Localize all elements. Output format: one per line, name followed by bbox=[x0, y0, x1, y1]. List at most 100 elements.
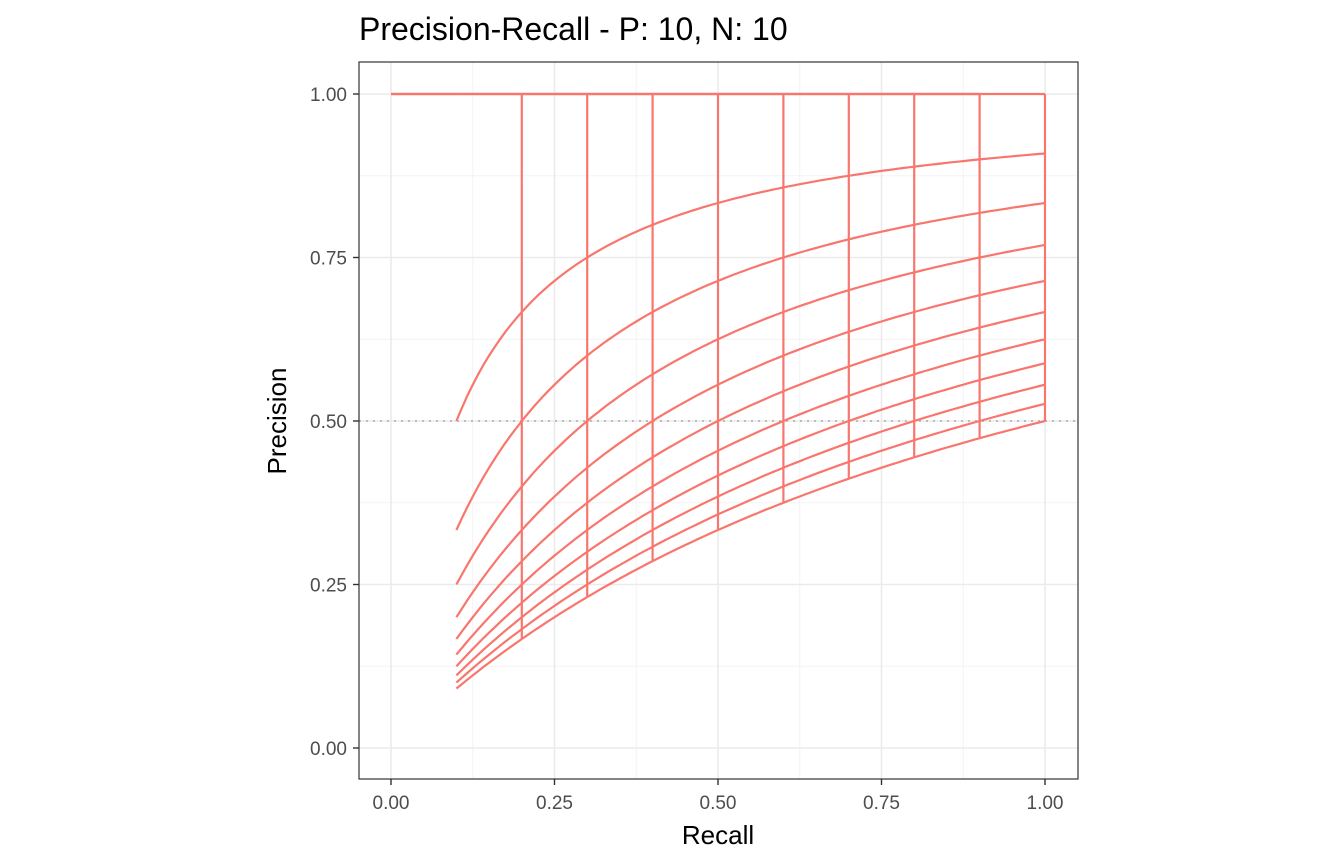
pr-curve-segment bbox=[586, 311, 654, 357]
pr-curve-segment bbox=[520, 420, 588, 488]
pr-curve-segment bbox=[652, 279, 719, 313]
x-tick-label: 0.00 bbox=[373, 793, 410, 814]
pr-curve-segment bbox=[520, 466, 588, 531]
y-tick-label: 1.00 bbox=[310, 85, 347, 106]
pr-curve-segment bbox=[455, 560, 523, 640]
chart-title: Precision-Recall - P: 10, N: 10 bbox=[359, 11, 788, 47]
pr-curve-segment bbox=[848, 271, 915, 292]
y-tick-label: 0.75 bbox=[310, 249, 347, 270]
y-tick-label: 0.25 bbox=[310, 576, 347, 597]
x-axis-ticks: 0.00 0.25 0.50 0.75 1.00 bbox=[373, 779, 1064, 814]
pr-curve-segment bbox=[455, 638, 523, 690]
pr-curve-segment bbox=[586, 560, 654, 599]
pr-curve-segment bbox=[979, 243, 1046, 259]
pr-curve-segment bbox=[913, 437, 980, 459]
pr-curve-segment bbox=[979, 362, 1046, 382]
y-axis-ticks: 0.00 0.25 0.50 0.75 1.00 bbox=[310, 85, 359, 760]
pr-curve-segment bbox=[717, 310, 784, 341]
pr-curve-segment bbox=[717, 485, 784, 516]
y-axis-title: Precision bbox=[262, 368, 292, 475]
pr-curve-segment bbox=[652, 513, 719, 548]
pr-curve-segment bbox=[783, 174, 849, 189]
pr-curve-segment bbox=[652, 201, 719, 226]
pr-curve-segment bbox=[586, 529, 654, 571]
pr-curve-segment bbox=[455, 583, 523, 656]
pr-curve-segment bbox=[913, 326, 980, 347]
pr-curve-segment bbox=[717, 186, 784, 205]
pr-curve-segment bbox=[783, 238, 850, 259]
pr-curve-segment bbox=[848, 373, 915, 397]
pr-curve-segment bbox=[848, 456, 915, 480]
pr-curve-segment bbox=[913, 354, 980, 376]
pr-curve-segment bbox=[782, 394, 850, 423]
pr-curve-segment bbox=[586, 485, 654, 531]
pr-curve-segment bbox=[782, 365, 850, 393]
pr-curve-segment bbox=[913, 419, 980, 442]
pr-curve-segment bbox=[979, 419, 1046, 440]
pr-curve-segment bbox=[913, 400, 980, 423]
pr-curve-segment bbox=[586, 545, 654, 586]
pr-curve-segment bbox=[455, 420, 523, 531]
pr-curve-segment bbox=[782, 460, 850, 488]
pr-curve-segment bbox=[848, 439, 915, 463]
pr-curve-segment bbox=[848, 165, 915, 177]
x-tick-label: 0.50 bbox=[700, 793, 737, 814]
y-tick-label: 0.50 bbox=[310, 412, 347, 433]
pr-curve-segment bbox=[782, 419, 850, 448]
x-tick-label: 1.00 bbox=[1027, 793, 1064, 814]
pr-curve-segment bbox=[913, 211, 980, 226]
pr-curve-segment bbox=[979, 383, 1046, 403]
pr-curve-segment bbox=[913, 256, 980, 274]
pr-curve-segment bbox=[455, 628, 523, 684]
pr-curve-segment bbox=[586, 420, 654, 469]
pr-curve-segment bbox=[717, 390, 784, 422]
pr-curve-segment bbox=[848, 419, 915, 444]
pr-curve-segment bbox=[717, 419, 784, 452]
pr-curve-segment bbox=[717, 354, 784, 386]
pr-curve-segment bbox=[586, 373, 654, 422]
pr-curve-segment bbox=[913, 379, 980, 401]
pr-curve-segment bbox=[586, 223, 654, 259]
pr-curve-segment bbox=[652, 449, 719, 488]
pr-curve-segment bbox=[717, 466, 784, 498]
pr-curve-segment bbox=[783, 289, 850, 314]
pr-curve-segment bbox=[848, 344, 915, 368]
pr-curve-segment bbox=[521, 550, 588, 604]
pr-curve-segment bbox=[652, 495, 719, 531]
x-tick-label: 0.75 bbox=[863, 793, 900, 814]
pr-curve-segment bbox=[455, 529, 523, 618]
pr-curve-segment bbox=[848, 223, 915, 241]
pr-curve-segment bbox=[521, 529, 588, 586]
x-tick-label: 0.25 bbox=[536, 793, 573, 814]
x-axis-title: Recall bbox=[682, 820, 754, 850]
pr-curve-segment bbox=[652, 338, 719, 376]
pr-curve-segment bbox=[586, 509, 654, 553]
pr-curve-segment bbox=[521, 596, 588, 640]
pr-curve-segment bbox=[455, 616, 523, 677]
pr-curve-segment bbox=[782, 477, 850, 504]
pr-curve-segment bbox=[914, 158, 980, 168]
pr-curve-segment bbox=[520, 354, 588, 422]
pr-curve-segment bbox=[979, 201, 1046, 214]
pr-curve-segment bbox=[652, 474, 719, 512]
pr-curve-segment bbox=[979, 338, 1046, 357]
pr-curve-segment bbox=[455, 601, 523, 668]
pr-curve-segment bbox=[652, 383, 719, 422]
pr-curve-segment bbox=[717, 501, 784, 532]
pr-curve-segment bbox=[979, 279, 1046, 297]
pr-curve-segment bbox=[782, 441, 850, 469]
pr-curve-segment bbox=[652, 528, 719, 563]
pr-curve-segment bbox=[979, 152, 1046, 161]
pr-curve-segment bbox=[521, 568, 588, 619]
pr-curve-segment bbox=[979, 402, 1046, 423]
pr-curve-segment bbox=[521, 501, 588, 562]
pr-curve-segment bbox=[848, 310, 915, 333]
pr-curve-segment bbox=[717, 445, 784, 477]
pr-curve-segment bbox=[586, 456, 654, 504]
pr-curve-segment bbox=[979, 310, 1046, 329]
pr-curve-segment bbox=[455, 485, 523, 586]
pr-curves bbox=[391, 92, 1047, 690]
pr-curve-segment bbox=[652, 420, 719, 459]
pr-curve-segment bbox=[913, 294, 980, 314]
